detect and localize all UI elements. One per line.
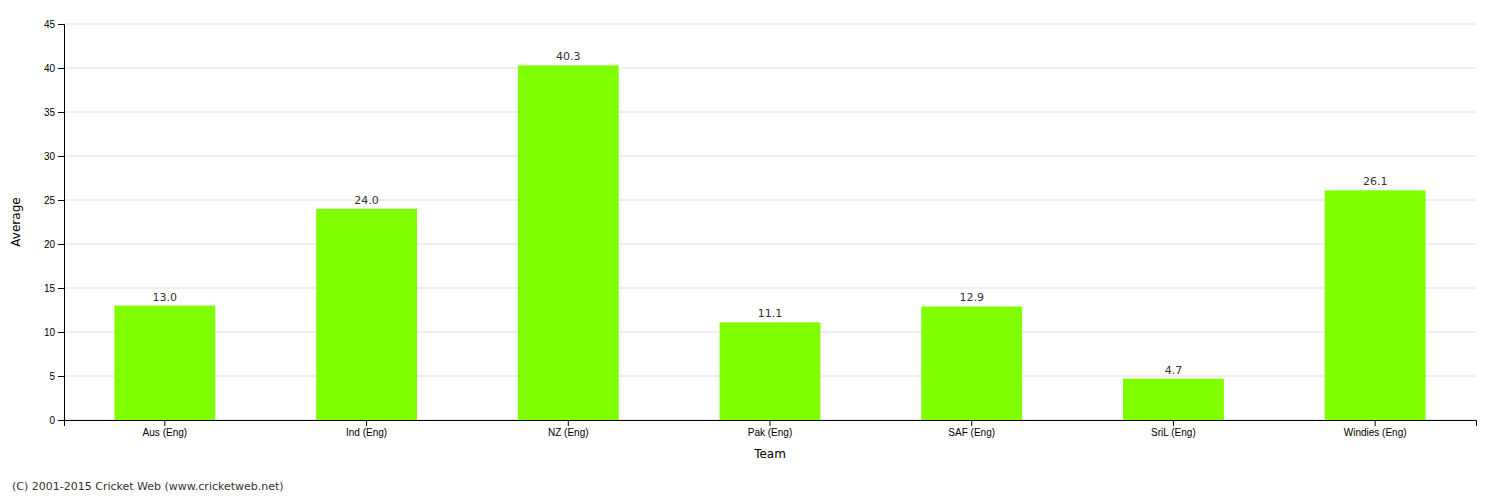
y-tick: 10 — [44, 327, 64, 338]
bar — [1325, 190, 1426, 420]
chart: 0 5 10 15 20 25 30 35 40 45 Aus (Eng) Ind (Eng) NZ (… — [0, 0, 1500, 500]
y-tick-label: 5 — [49, 371, 55, 382]
y-tick-label: 10 — [44, 327, 56, 338]
y-tick: 25 — [44, 195, 64, 206]
y-tick-mark — [58, 288, 64, 289]
y-tick: 30 — [44, 151, 64, 162]
y-tick: 45 — [44, 19, 64, 30]
data-label: 13.0 — [153, 291, 178, 304]
bar — [720, 322, 821, 420]
plot: 0 5 10 15 20 25 30 35 40 45 Aus (Eng) Ind (Eng) NZ (… — [44, 19, 1477, 438]
x-tick-mark — [366, 420, 367, 426]
footer: (C) 2001-2015 Cricket Web (www.cricketwe… — [12, 480, 284, 493]
y-tick-mark — [58, 244, 64, 245]
y-tick-mark — [58, 156, 64, 157]
x-tick: NZ (Eng) — [548, 420, 589, 438]
y-tick: 15 — [44, 283, 64, 294]
y-axis-title: Average — [9, 197, 23, 246]
y-tick-mark — [58, 68, 64, 69]
grid-line — [64, 244, 1476, 245]
y-tick-label: 25 — [44, 195, 56, 206]
y-tick-mark — [58, 376, 64, 377]
y-tick: 0 — [49, 415, 64, 426]
y-tick-label: 15 — [44, 283, 56, 294]
x-tick: SriL (Eng) — [1151, 420, 1196, 438]
grid-line — [64, 112, 1476, 113]
grid-line — [64, 24, 1476, 25]
x-tick-mark — [164, 420, 165, 426]
bars — [114, 65, 1425, 420]
data-label: 26.1 — [1363, 175, 1388, 188]
y-tick-label: 40 — [44, 63, 56, 74]
y-tick-mark — [58, 332, 64, 333]
x-axis: Aus (Eng) Ind (Eng) NZ (Eng) Pak (Eng) SAF (… — [65, 420, 1477, 438]
x-tick-mark — [1375, 420, 1376, 426]
y-tick-label: 45 — [44, 19, 56, 30]
bar — [114, 306, 215, 420]
x-tick-label: Pak (Eng) — [748, 427, 792, 438]
data-label: 11.1 — [758, 307, 783, 320]
x-tick: Aus (Eng) — [143, 420, 187, 438]
x-tick-label: SriL (Eng) — [1151, 427, 1196, 438]
x-tick-label: SAF (Eng) — [948, 427, 995, 438]
y-tick-mark — [58, 112, 64, 113]
y-tick-label: 35 — [44, 107, 56, 118]
data-labels: 13.0 24.0 40.3 11.1 12.9 4.7 26.1 — [153, 50, 1388, 376]
bar — [921, 306, 1022, 420]
y-tick: 20 — [44, 239, 64, 250]
y-axis-line — [58, 25, 65, 421]
y-tick: 5 — [49, 371, 64, 382]
x-tick-label: Aus (Eng) — [143, 427, 187, 438]
y-tick-mark — [58, 200, 64, 201]
x-tick-label: Windies (Eng) — [1344, 427, 1407, 438]
x-tick-mark — [770, 420, 771, 426]
data-label: 12.9 — [959, 291, 984, 304]
grid — [64, 24, 1476, 420]
grid-line — [64, 288, 1476, 289]
x-tick-mark — [568, 420, 569, 426]
x-tick-label: Ind (Eng) — [346, 427, 387, 438]
x-tick-label: NZ (Eng) — [548, 427, 589, 438]
y-tick-mark — [58, 420, 64, 421]
y-tick-label: 20 — [44, 239, 56, 250]
data-label: 24.0 — [354, 194, 379, 207]
bar — [1123, 379, 1224, 420]
x-tick-mark — [971, 420, 972, 426]
x-tick: Ind (Eng) — [346, 420, 387, 438]
x-axis-line — [65, 421, 1477, 427]
x-tick: SAF (Eng) — [948, 420, 995, 438]
x-tick-mark — [1173, 420, 1174, 426]
y-tick-label: 0 — [49, 415, 55, 426]
grid-line — [64, 200, 1476, 201]
y-axis: 0 5 10 15 20 25 30 35 40 45 — [44, 19, 65, 426]
y-tick-mark — [58, 24, 64, 25]
data-label: 40.3 — [556, 50, 581, 63]
x-tick: Windies (Eng) — [1344, 420, 1407, 438]
x-axis-title: Team — [753, 447, 786, 461]
y-tick: 40 — [44, 63, 64, 74]
data-label: 4.7 — [1165, 364, 1183, 377]
y-tick-label: 30 — [44, 151, 56, 162]
bar — [316, 209, 417, 420]
grid-line — [64, 68, 1476, 69]
x-tick: Pak (Eng) — [748, 420, 792, 438]
y-tick: 35 — [44, 107, 64, 118]
grid-line — [64, 156, 1476, 157]
bar — [518, 65, 619, 420]
